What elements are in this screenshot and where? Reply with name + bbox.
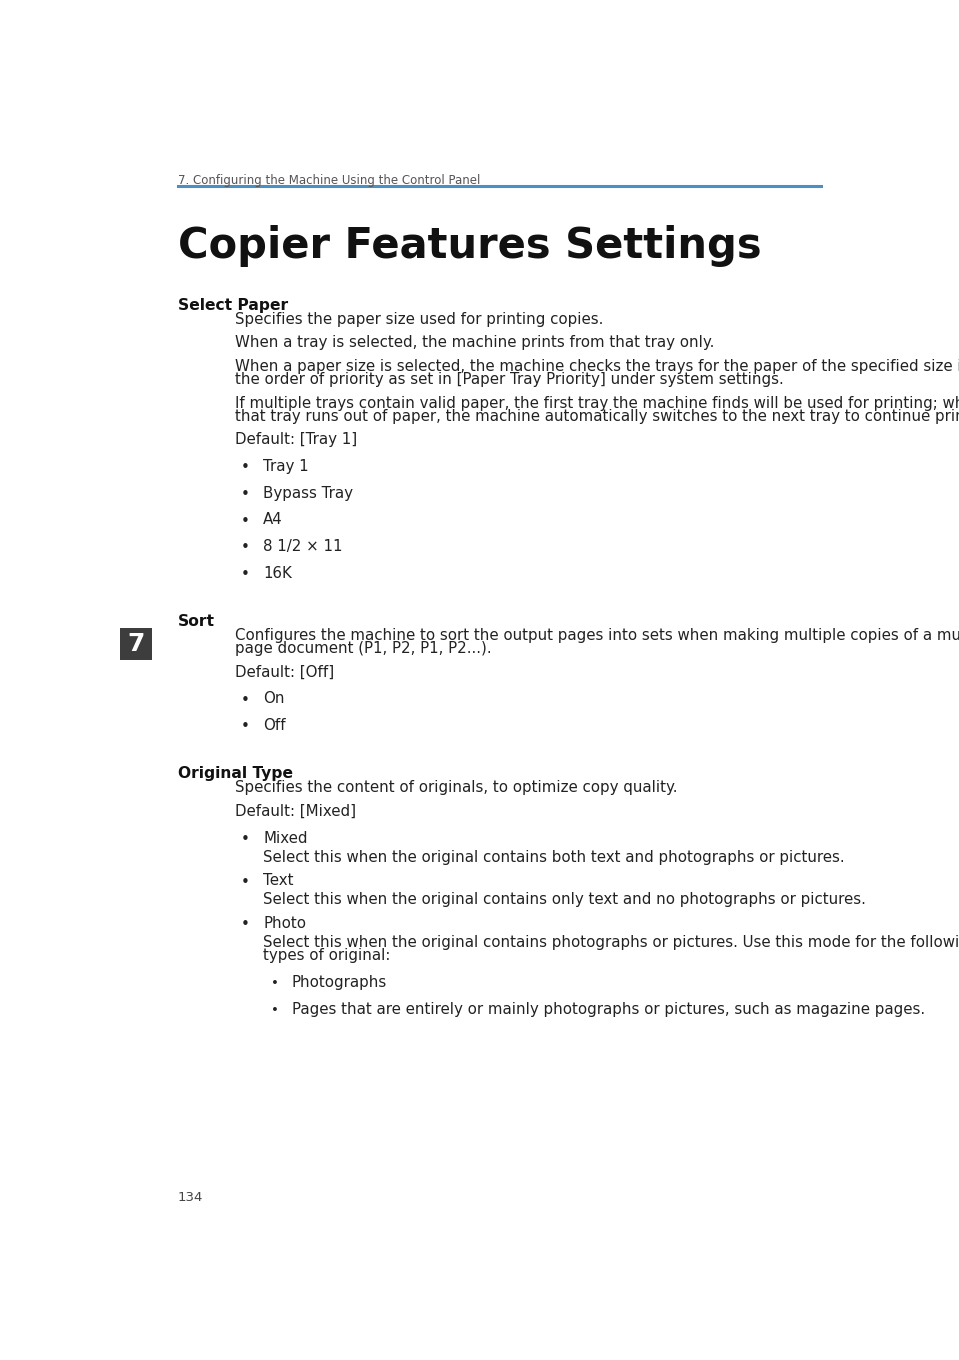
Text: 7. Configuring the Machine Using the Control Panel: 7. Configuring the Machine Using the Con… [178, 174, 480, 186]
Text: Photographs: Photographs [292, 975, 387, 990]
Text: •: • [241, 567, 250, 582]
Text: •: • [241, 692, 250, 707]
Text: •: • [241, 540, 250, 555]
Text: If multiple trays contain valid paper, the first tray the machine finds will be : If multiple trays contain valid paper, t… [235, 396, 959, 411]
Text: Specifies the paper size used for printing copies.: Specifies the paper size used for printi… [235, 311, 603, 326]
Text: Default: [Mixed]: Default: [Mixed] [235, 804, 356, 819]
Text: When a tray is selected, the machine prints from that tray only.: When a tray is selected, the machine pri… [235, 336, 713, 351]
Text: types of original:: types of original: [264, 948, 390, 963]
Text: Configures the machine to sort the output pages into sets when making multiple c: Configures the machine to sort the outpu… [235, 628, 959, 643]
Text: the order of priority as set in [Paper Tray Priority] under system settings.: the order of priority as set in [Paper T… [235, 373, 784, 388]
Text: Off: Off [264, 718, 286, 733]
Text: 8 1/2 × 11: 8 1/2 × 11 [264, 539, 342, 555]
Text: •: • [241, 487, 250, 502]
Text: Pages that are entirely or mainly photographs or pictures, such as magazine page: Pages that are entirely or mainly photog… [292, 1001, 925, 1016]
Text: Select this when the original contains both text and photographs or pictures.: Select this when the original contains b… [264, 850, 845, 865]
Text: Select Paper: Select Paper [178, 298, 288, 313]
Text: •: • [271, 976, 279, 990]
Text: Text: Text [264, 873, 293, 888]
Text: 16K: 16K [264, 566, 292, 581]
Text: Bypass Tray: Bypass Tray [264, 486, 353, 500]
Text: Default: [Tray 1]: Default: [Tray 1] [235, 432, 357, 447]
Text: Default: [Off]: Default: [Off] [235, 665, 334, 680]
Text: 134: 134 [178, 1191, 203, 1204]
Text: Specifies the content of originals, to optimize copy quality.: Specifies the content of originals, to o… [235, 781, 677, 796]
Bar [120, 628, 152, 661]
Text: 7: 7 [128, 632, 145, 657]
Text: Photo: Photo [264, 917, 306, 932]
Text: •: • [241, 874, 250, 889]
Text: •: • [241, 918, 250, 933]
Text: page document (P1, P2, P1, P2...).: page document (P1, P2, P1, P2...). [235, 641, 491, 656]
Text: that tray runs out of paper, the machine automatically switches to the next tray: that tray runs out of paper, the machine… [235, 408, 959, 423]
Text: When a paper size is selected, the machine checks the trays for the paper of the: When a paper size is selected, the machi… [235, 359, 959, 374]
Text: Tray 1: Tray 1 [264, 458, 309, 473]
Text: •: • [241, 832, 250, 847]
Text: Select this when the original contains only text and no photographs or pictures.: Select this when the original contains o… [264, 892, 866, 907]
Text: Original Type: Original Type [178, 767, 293, 782]
Text: Copier Features Settings: Copier Features Settings [178, 224, 761, 267]
Text: Sort: Sort [178, 615, 215, 630]
Text: A4: A4 [264, 513, 283, 528]
Text: On: On [264, 691, 285, 706]
Text: •: • [241, 460, 250, 475]
Text: Mixed: Mixed [264, 831, 308, 846]
Text: •: • [271, 1002, 279, 1017]
Text: •: • [241, 719, 250, 734]
Text: Select this when the original contains photographs or pictures. Use this mode fo: Select this when the original contains p… [264, 936, 959, 951]
Text: •: • [241, 514, 250, 529]
